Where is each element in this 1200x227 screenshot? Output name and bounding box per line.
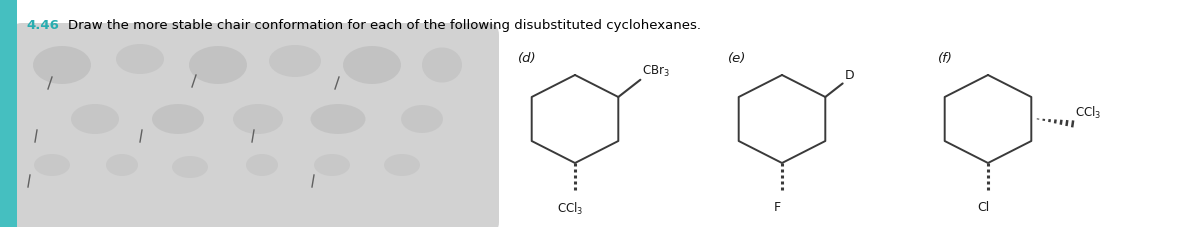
Ellipse shape bbox=[116, 44, 164, 74]
Text: D: D bbox=[845, 69, 854, 82]
Text: CCl$_3$: CCl$_3$ bbox=[1075, 105, 1100, 121]
Ellipse shape bbox=[384, 154, 420, 176]
Ellipse shape bbox=[106, 154, 138, 176]
Ellipse shape bbox=[246, 154, 278, 176]
Text: Cl: Cl bbox=[977, 201, 989, 214]
Text: Draw the more stable chair conformation for each of the following disubstituted : Draw the more stable chair conformation … bbox=[68, 19, 701, 32]
Bar bbox=[0, 0, 17, 227]
Ellipse shape bbox=[190, 46, 247, 84]
Text: CCl$_3$: CCl$_3$ bbox=[557, 201, 583, 217]
Text: (d): (d) bbox=[518, 52, 536, 65]
Ellipse shape bbox=[311, 104, 366, 134]
Ellipse shape bbox=[269, 45, 322, 77]
Ellipse shape bbox=[343, 46, 401, 84]
Text: F: F bbox=[774, 201, 780, 214]
Text: (f): (f) bbox=[938, 52, 953, 65]
Ellipse shape bbox=[34, 154, 70, 176]
Ellipse shape bbox=[34, 46, 91, 84]
Ellipse shape bbox=[172, 156, 208, 178]
Ellipse shape bbox=[314, 154, 350, 176]
Text: 4.46: 4.46 bbox=[26, 19, 59, 32]
Ellipse shape bbox=[71, 104, 119, 134]
Ellipse shape bbox=[152, 104, 204, 134]
Text: CBr$_3$: CBr$_3$ bbox=[642, 64, 670, 79]
Ellipse shape bbox=[233, 104, 283, 134]
Ellipse shape bbox=[422, 47, 462, 82]
Text: (e): (e) bbox=[728, 52, 746, 65]
FancyBboxPatch shape bbox=[10, 23, 499, 227]
Ellipse shape bbox=[401, 105, 443, 133]
